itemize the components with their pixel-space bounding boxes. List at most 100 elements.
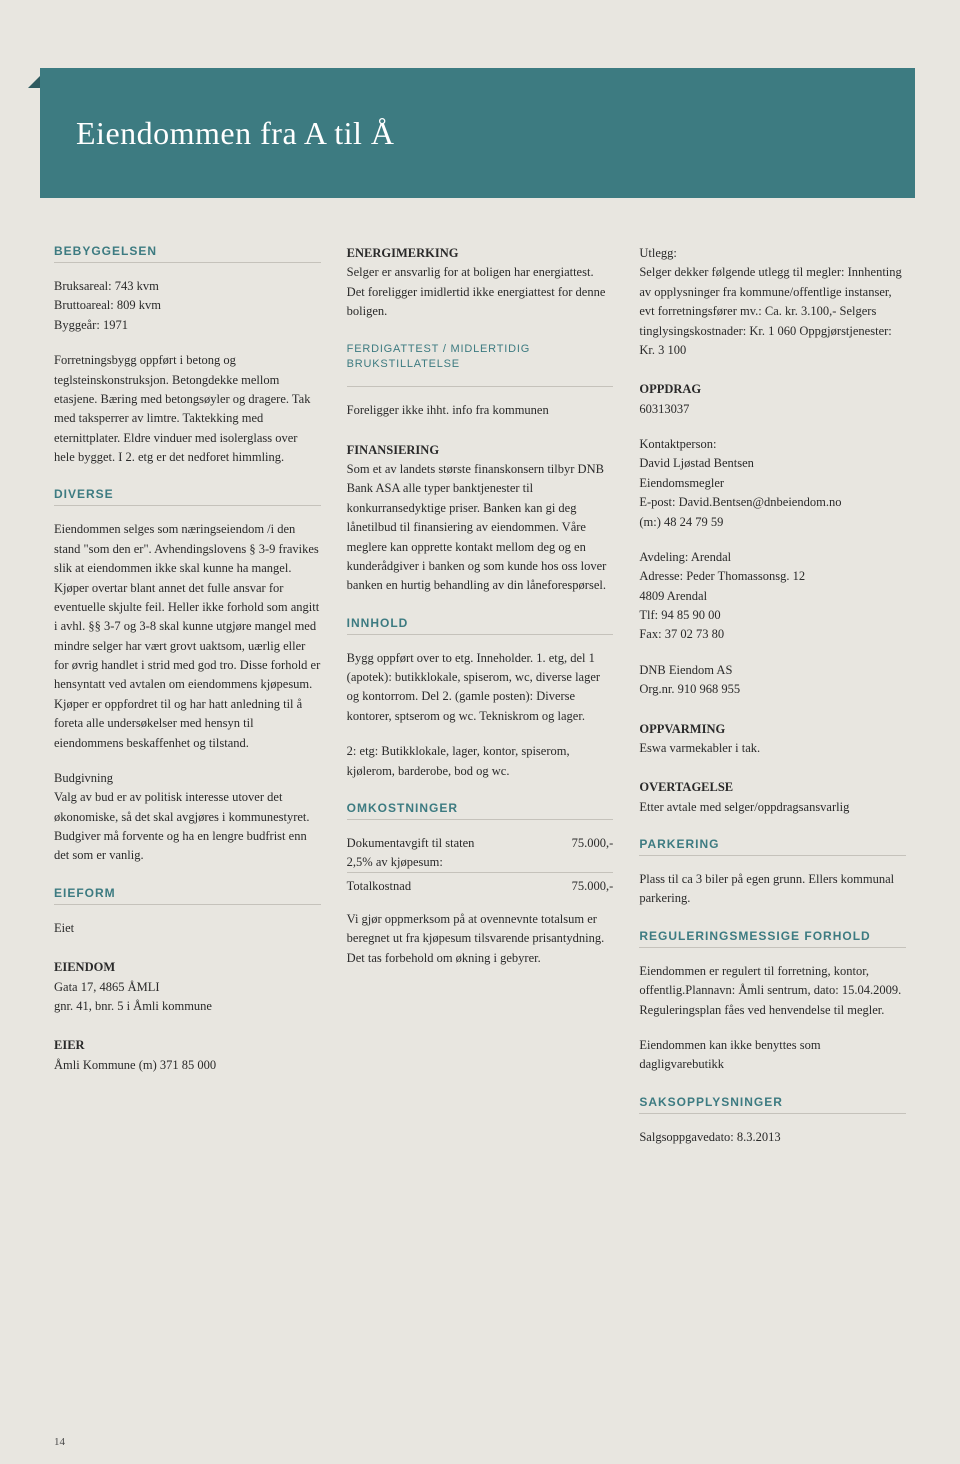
divider: [347, 634, 614, 635]
fact-line: Bruksareal: 743 kvm: [54, 279, 159, 293]
budgivning-label: Budgivning: [54, 771, 113, 785]
company-name: DNB Eiendom AS: [639, 663, 732, 677]
overtagelse-block: OVERTAGELSE Etter avtale med selger/oppd…: [639, 778, 906, 817]
table-row: Dokumentavgift til staten 75.000,-: [347, 834, 614, 853]
eiendom-line: Gata 17, 4865 ÅMLI: [54, 980, 160, 994]
avdeling-line: Tlf: 94 85 90 00: [639, 608, 720, 622]
section-heading: SAKSOPPLYSNINGER: [639, 1095, 906, 1109]
section-heading: DIVERSE: [54, 487, 321, 501]
energimerking-para: Selger er ansvarlig for at boligen har e…: [347, 265, 606, 318]
diverse-para1: Eiendommen selges som næringseiendom /i …: [54, 520, 321, 753]
divider: [54, 505, 321, 506]
kontakt-email: E-post: David.Bentsen@dnbeiendom.no: [639, 495, 841, 509]
innhold-para2: 2: etg: Butikklokale, lager, kontor, spi…: [347, 742, 614, 781]
section-utlegg: Utlegg: Selger dekker følgende utlegg ti…: [639, 244, 906, 360]
utlegg-block: Utlegg: Selger dekker følgende utlegg ti…: [639, 244, 906, 360]
divider: [347, 819, 614, 820]
cost-table: Dokumentavgift til staten 75.000,- 2,5% …: [347, 834, 614, 896]
kontakt-label: Kontaktperson:: [639, 437, 716, 451]
hero-accent-triangle: [28, 76, 40, 88]
section-diverse: DIVERSE Eiendommen selges som næringseie…: [54, 487, 321, 865]
section-finansiering: FINANSIERING Som et av landets største f…: [347, 441, 614, 596]
divider: [639, 947, 906, 948]
eier-block: EIER Åmli Kommune (m) 371 85 000: [54, 1036, 321, 1075]
section-saksopplysninger: SAKSOPPLYSNINGER Salgsoppgavedato: 8.3.2…: [639, 1095, 906, 1147]
fact-line: Byggeår: 1971: [54, 318, 128, 332]
table-row-total: Totalkostnad 75.000,-: [347, 872, 614, 896]
column-2: ENERGIMERKING Selger er ansvarlig for at…: [347, 244, 614, 1167]
company-orgnr: Org.nr. 910 968 955: [639, 682, 740, 696]
bebyggelsen-facts: Bruksareal: 743 kvm Bruttoareal: 809 kvm…: [54, 277, 321, 335]
eiendom-line: gnr. 41, bnr. 5 i Åmli kommune: [54, 999, 212, 1013]
regulering-para2: Eiendommen kan ikke benyttes som dagligv…: [639, 1036, 906, 1075]
kontakt-phone: (m:) 48 24 79 59: [639, 515, 723, 529]
avdeling-line: 4809 Arendal: [639, 589, 707, 603]
total-label: Totalkostnad: [347, 872, 548, 896]
cost-value: [548, 853, 614, 873]
avdeling-line: Avdeling: Arendal: [639, 550, 731, 564]
regulering-para1: Eiendommen er regulert til forretning, k…: [639, 962, 906, 1020]
section-eier: EIER Åmli Kommune (m) 371 85 000: [54, 1036, 321, 1075]
section-heading: OMKOSTNINGER: [347, 801, 614, 815]
oppdrag-company: DNB Eiendom AS Org.nr. 910 968 955: [639, 661, 906, 700]
column-3: Utlegg: Selger dekker følgende utlegg ti…: [639, 244, 906, 1167]
divider: [54, 904, 321, 905]
section-heading: PARKERING: [639, 837, 906, 851]
budgivning-text: Valg av bud er av politisk interesse uto…: [54, 790, 310, 862]
omkostninger-note: Vi gjør oppmerksom på at ovennevnte tota…: [347, 910, 614, 968]
content-columns: BEBYGGELSEN Bruksareal: 743 kvm Bruttoar…: [0, 198, 960, 1197]
energimerking-block: ENERGIMERKING Selger er ansvarlig for at…: [347, 244, 614, 322]
table-row: 2,5% av kjøpesum:: [347, 853, 614, 873]
total-value: 75.000,-: [548, 872, 614, 896]
hero-banner: Eiendommen fra A til Å: [40, 68, 915, 198]
cost-label: 2,5% av kjøpesum:: [347, 853, 548, 873]
oppdrag-number: 60313037: [639, 402, 689, 416]
section-heading: REGULERINGSMESSIGE FORHOLD: [639, 929, 906, 943]
overtagelse-title: OVERTAGELSE: [639, 780, 733, 794]
fact-line: Bruttoareal: 809 kvm: [54, 298, 161, 312]
divider: [54, 262, 321, 263]
oppdrag-avdeling: Avdeling: Arendal Adresse: Peder Thomass…: [639, 548, 906, 645]
ferdigattest-para: Foreligger ikke ihht. info fra kommunen: [347, 401, 614, 420]
oppdrag-title: OPPDRAG: [639, 382, 701, 396]
section-ferdigattest: FERDIGATTEST / MIDLERTIDIG BRUKSTILLATEL…: [347, 342, 614, 421]
section-eieform: EIEFORM Eiet: [54, 886, 321, 938]
avdeling-line: Fax: 37 02 73 80: [639, 627, 724, 641]
column-1: BEBYGGELSEN Bruksareal: 743 kvm Bruttoar…: [54, 244, 321, 1167]
innhold-para1: Bygg oppført over to etg. Inneholder. 1.…: [347, 649, 614, 727]
diverse-budgivning: Budgivning Valg av bud er av politisk in…: [54, 769, 321, 866]
hero-title: Eiendommen fra A til Å: [76, 115, 395, 152]
bebyggelsen-para: Forretningsbygg oppført i betong og tegl…: [54, 351, 321, 467]
energimerking-title: ENERGIMERKING: [347, 246, 459, 260]
eier-value: Åmli Kommune (m) 371 85 000: [54, 1058, 216, 1072]
divider: [639, 855, 906, 856]
ferdigattest-heading: FERDIGATTEST / MIDLERTIDIG BRUKSTILLATEL…: [347, 342, 614, 373]
eier-title: EIER: [54, 1038, 85, 1052]
section-bebyggelsen: BEBYGGELSEN Bruksareal: 743 kvm Bruttoar…: [54, 244, 321, 467]
section-energimerking: ENERGIMERKING Selger er ansvarlig for at…: [347, 244, 614, 322]
finansiering-title: FINANSIERING: [347, 443, 439, 457]
parkering-para: Plass til ca 3 biler på egen grunn. Elle…: [639, 870, 906, 909]
kontakt-role: Eiendomsmegler: [639, 476, 724, 490]
finansiering-para: Som et av landets største finanskonsern …: [347, 462, 607, 592]
page-number: 14: [54, 1436, 65, 1448]
oppdrag-kontakt: Kontaktperson: David Ljøstad Bentsen Eie…: [639, 435, 906, 532]
section-overtagelse: OVERTAGELSE Etter avtale med selger/oppd…: [639, 778, 906, 817]
section-innhold: INNHOLD Bygg oppført over to etg. Inneho…: [347, 616, 614, 781]
section-heading: BEBYGGELSEN: [54, 244, 321, 258]
avdeling-line: Adresse: Peder Thomassonsg. 12: [639, 569, 805, 583]
oppdrag-nr: OPPDRAG 60313037: [639, 380, 906, 419]
heading-line: BRUKSTILLATELSE: [347, 358, 460, 370]
page: Gata 17 Eiendommen fra A til Å BEBYGGELS…: [0, 68, 960, 1464]
oppvarming-block: OPPVARMING Eswa varmekabler i tak.: [639, 720, 906, 759]
section-heading: EIEFORM: [54, 886, 321, 900]
eiendom-block: EIENDOM Gata 17, 4865 ÅMLI gnr. 41, bnr.…: [54, 958, 321, 1016]
section-oppvarming: OPPVARMING Eswa varmekabler i tak.: [639, 720, 906, 759]
utlegg-para: Selger dekker følgende utlegg til megler…: [639, 265, 901, 357]
cost-label: Dokumentavgift til staten: [347, 834, 548, 853]
utlegg-label: Utlegg:: [639, 246, 677, 260]
finansiering-block: FINANSIERING Som et av landets største f…: [347, 441, 614, 596]
kontakt-name: David Ljøstad Bentsen: [639, 456, 754, 470]
heading-line: FERDIGATTEST / MIDLERTIDIG: [347, 343, 530, 355]
section-regulering: REGULERINGSMESSIGE FORHOLD Eiendommen er…: [639, 929, 906, 1075]
